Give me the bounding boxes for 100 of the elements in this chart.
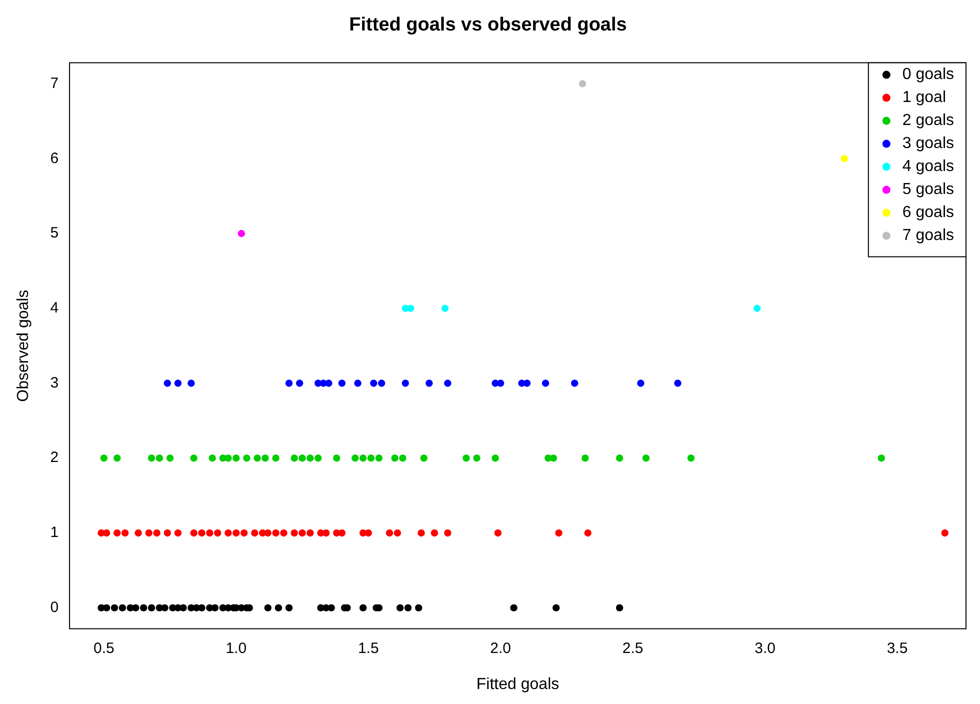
point: [333, 454, 340, 462]
y-tick-label: 3: [50, 374, 59, 392]
point: [359, 454, 367, 462]
point: [224, 454, 232, 462]
y-tick-label: 6: [50, 150, 59, 167]
point: [180, 604, 187, 612]
point: [571, 380, 578, 387]
point: [687, 454, 695, 462]
point: [121, 529, 129, 537]
point: [354, 380, 362, 387]
point: [322, 529, 330, 537]
point: [370, 380, 378, 387]
point: [306, 454, 314, 462]
point: [208, 454, 216, 462]
point: [386, 529, 394, 537]
legend-label: 5 goals: [902, 181, 954, 198]
point: [102, 529, 110, 537]
point: [280, 529, 288, 537]
point: [296, 380, 304, 387]
point: [238, 230, 246, 238]
point: [637, 380, 644, 387]
point: [264, 604, 272, 612]
x-tick-label: 1.5: [358, 640, 379, 657]
point: [156, 454, 164, 462]
point: [418, 529, 425, 537]
x-tick-label: 3.0: [754, 640, 776, 657]
point: [161, 604, 168, 612]
y-axis-title: Observed goals: [15, 290, 32, 402]
point: [290, 529, 298, 537]
point: [402, 380, 409, 387]
point: [164, 380, 171, 387]
point: [352, 454, 359, 462]
point: [132, 604, 140, 612]
point: [391, 454, 398, 462]
point: [140, 604, 148, 612]
point: [642, 454, 650, 462]
point: [164, 529, 171, 537]
x-tick-label: 2.0: [490, 640, 512, 657]
point: [274, 604, 282, 612]
point: [426, 380, 433, 387]
point: [523, 380, 531, 387]
point: [584, 529, 592, 537]
x-tick-label: 0.5: [93, 640, 114, 657]
point: [359, 604, 367, 612]
point: [552, 604, 560, 612]
legend-label: 0 goals: [902, 66, 954, 84]
x-tick-label: 1.0: [226, 640, 247, 657]
point: [240, 529, 248, 537]
point: [306, 529, 314, 537]
point: [254, 454, 261, 462]
point: [394, 529, 402, 537]
point: [510, 604, 518, 612]
x-axis-title: Fitted goals: [476, 676, 560, 693]
point: [272, 529, 280, 537]
point: [100, 454, 108, 462]
x-tick-label: 2.5: [622, 640, 644, 657]
point: [441, 304, 449, 312]
point: [494, 529, 502, 537]
legend-label: 1 goal: [902, 89, 946, 106]
legend-label: 7 goals: [902, 227, 954, 244]
point: [542, 380, 550, 387]
point: [399, 454, 406, 462]
point: [462, 454, 470, 462]
chart-title: Fitted goals vs observed goals: [349, 14, 627, 36]
point: [325, 380, 332, 387]
point: [550, 454, 558, 462]
point: [232, 454, 240, 462]
point: [338, 380, 346, 387]
point: [616, 454, 624, 462]
legend-label: 4 goals: [902, 158, 954, 176]
point: [153, 529, 160, 537]
point: [190, 454, 198, 462]
point: [430, 529, 438, 537]
point: [415, 604, 422, 612]
point: [298, 454, 306, 462]
point: [578, 80, 586, 88]
point: [473, 454, 480, 462]
point: [102, 604, 110, 612]
point: [251, 529, 258, 537]
point: [582, 454, 589, 462]
point: [840, 155, 848, 162]
point: [314, 454, 322, 462]
point: [198, 529, 206, 537]
point: [232, 529, 240, 537]
point: [396, 604, 404, 612]
point: [420, 454, 428, 462]
point: [148, 454, 156, 462]
y-tick-label: 5: [50, 224, 59, 242]
y-tick-label: 4: [50, 300, 59, 317]
point: [878, 454, 885, 462]
point: [753, 304, 761, 312]
point: [174, 380, 182, 387]
legend-label: 6 goals: [902, 204, 954, 222]
point: [338, 529, 346, 537]
point: [243, 454, 250, 462]
point: [367, 454, 375, 462]
point: [110, 604, 118, 612]
point: [148, 604, 156, 612]
point: [174, 529, 182, 537]
point: [224, 529, 232, 537]
